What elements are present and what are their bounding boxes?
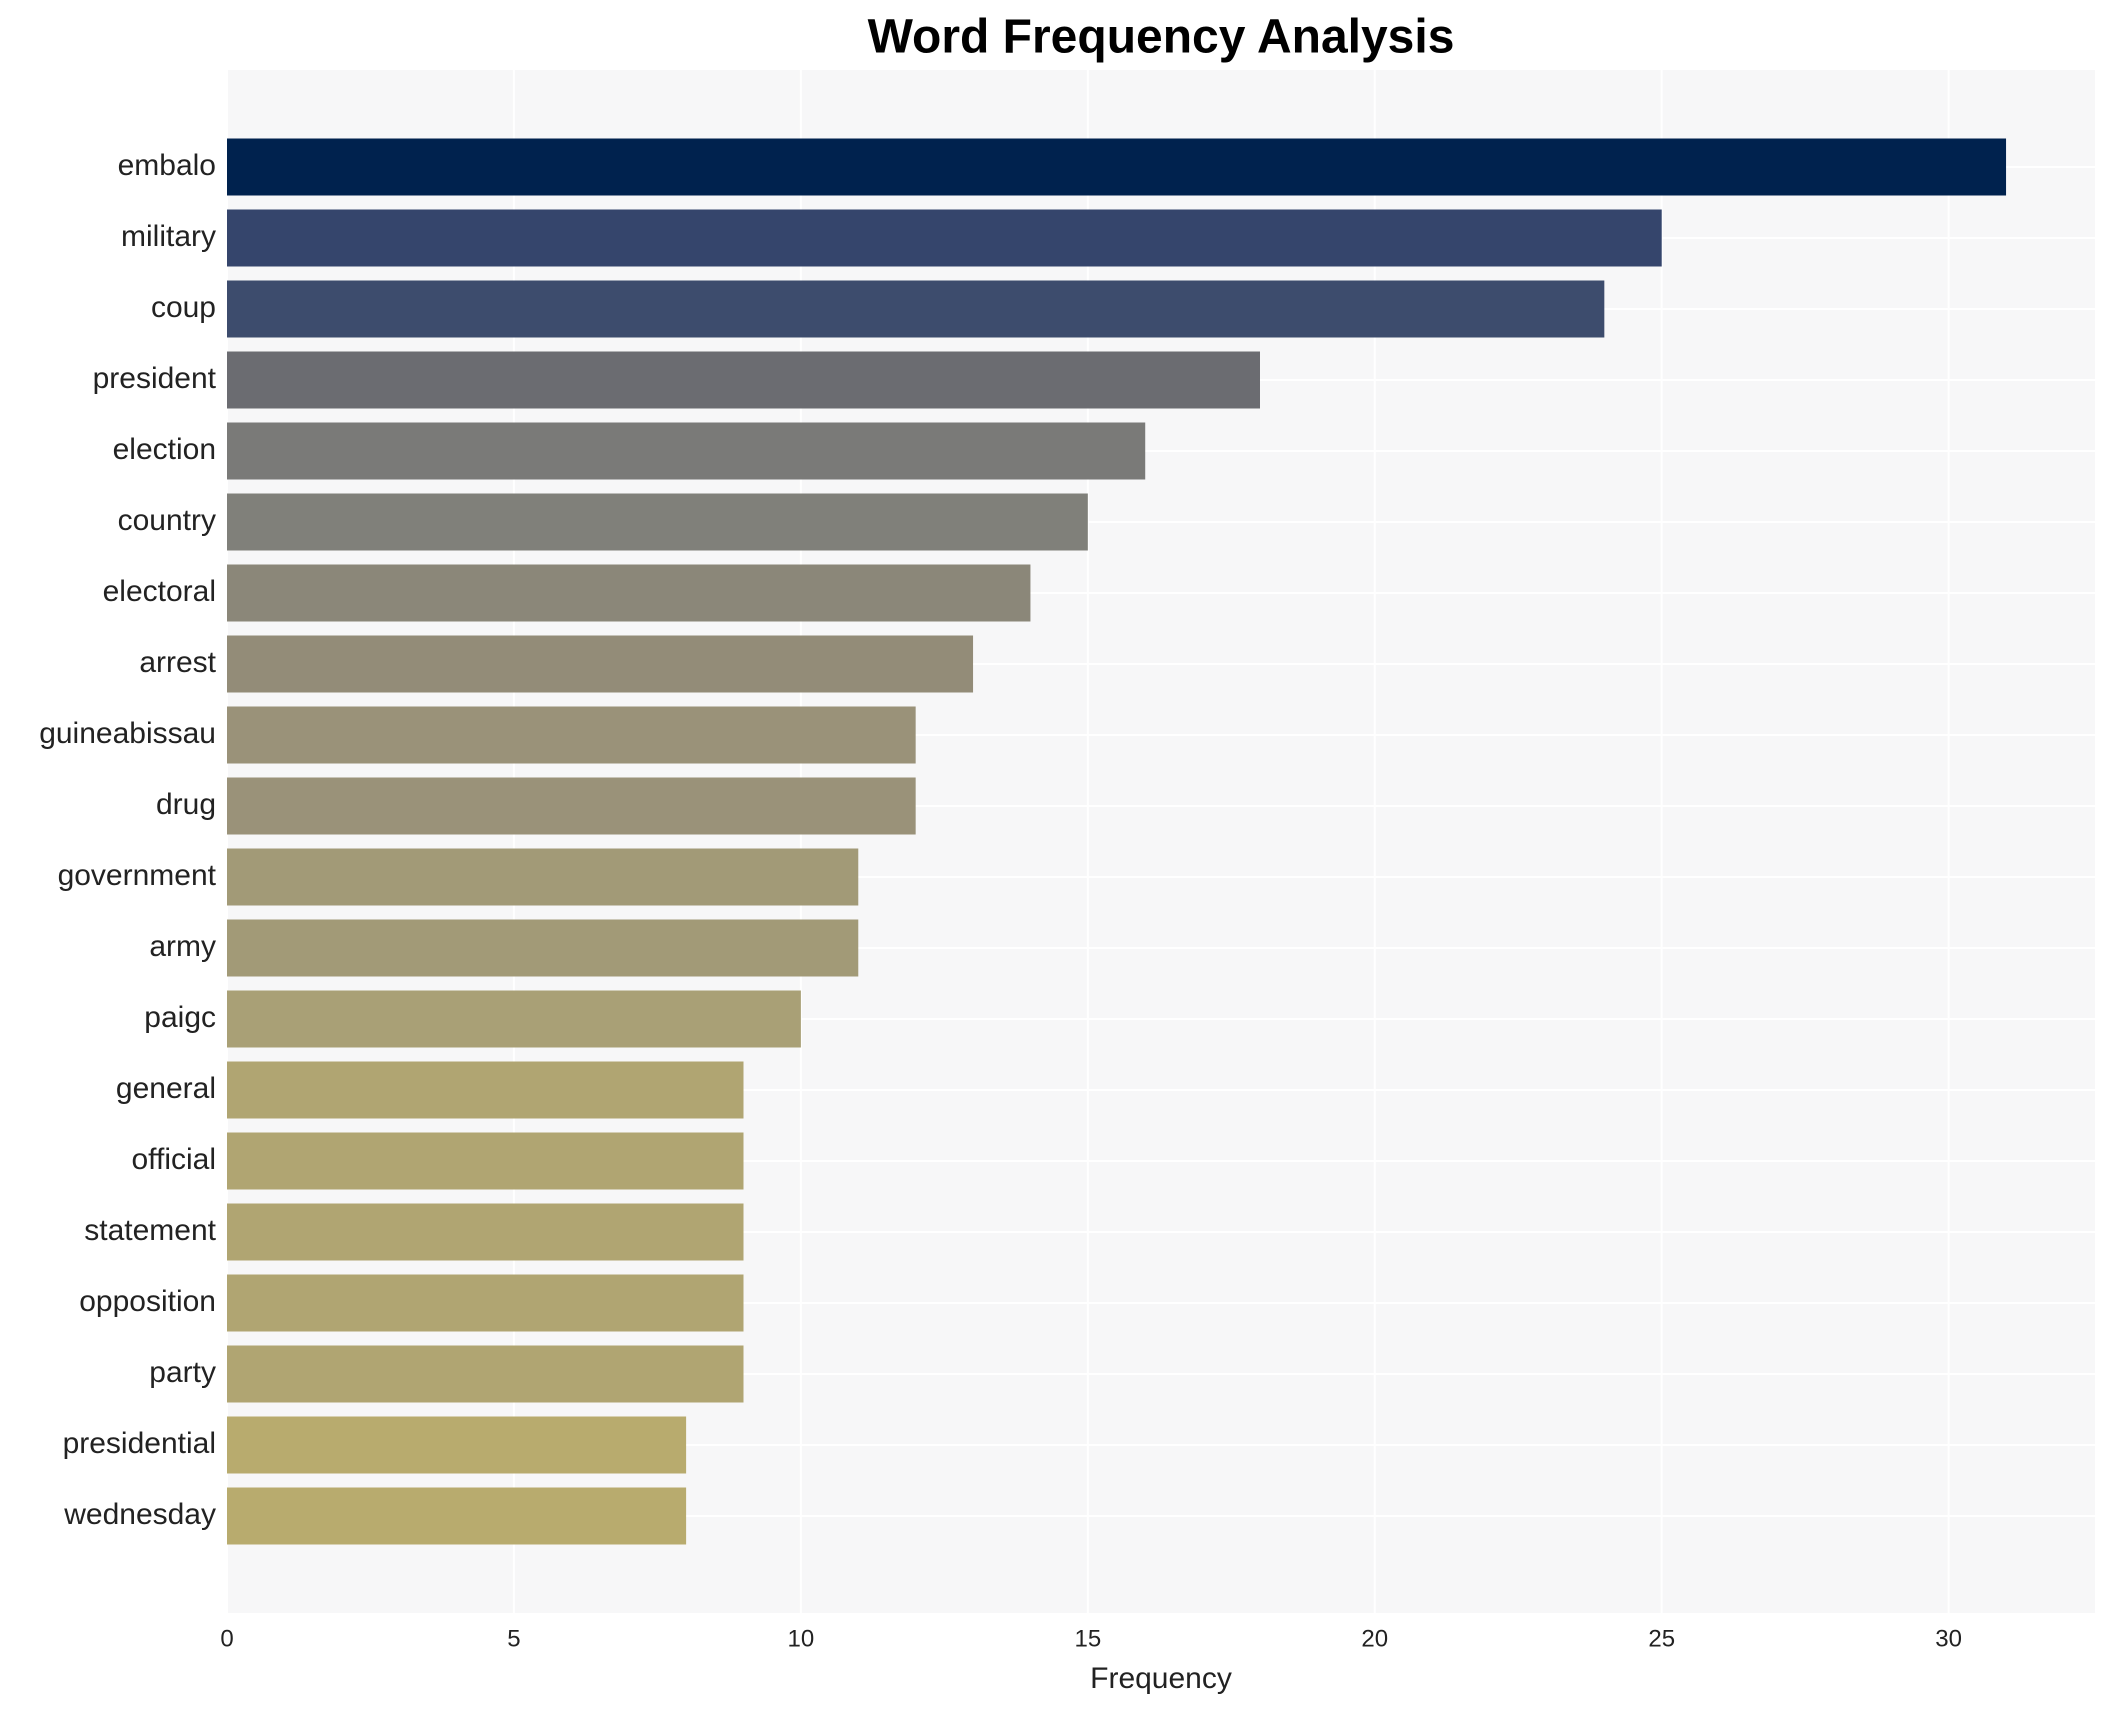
y-tick-label: president <box>93 362 217 395</box>
bar <box>227 1274 744 1332</box>
bar <box>227 1345 744 1403</box>
y-tick-label: election <box>113 433 216 466</box>
y-tick-label: official <box>132 1143 217 1176</box>
y-tick-label: government <box>58 859 217 892</box>
bar <box>227 990 801 1048</box>
y-tick-label: embalo <box>118 149 216 182</box>
bar <box>227 422 1146 480</box>
y-tick-label: military <box>121 220 216 253</box>
y-tick-label: wednesday <box>63 1498 216 1531</box>
y-tick-label: general <box>116 1072 216 1105</box>
y-tick-label: arrest <box>139 646 216 679</box>
bar <box>227 777 916 835</box>
x-tick-label: 20 <box>1361 1625 1388 1652</box>
x-tick-label: 0 <box>220 1625 233 1652</box>
bar <box>227 351 1260 409</box>
bar <box>227 919 859 977</box>
bar <box>227 564 1031 622</box>
x-tick-label: 25 <box>1648 1625 1675 1652</box>
x-tick-label: 10 <box>788 1625 815 1652</box>
x-tick-label: 15 <box>1074 1625 1101 1652</box>
bar <box>227 493 1088 551</box>
bar <box>227 138 2007 196</box>
bar <box>227 848 859 906</box>
bar <box>227 1416 687 1474</box>
y-tick-label: country <box>118 504 216 537</box>
y-tick-label: drug <box>156 788 216 821</box>
bar <box>227 1132 744 1190</box>
x-axis-label: Frequency <box>1090 1662 1232 1695</box>
y-tick-label: presidential <box>63 1427 216 1460</box>
x-tick-label: 30 <box>1935 1625 1962 1652</box>
y-tick-label: coup <box>151 291 216 324</box>
bar <box>227 1061 744 1119</box>
y-tick-label: paigc <box>144 1001 216 1034</box>
chart-title: Word Frequency Analysis <box>868 11 1455 64</box>
y-tick-label: electoral <box>103 575 216 608</box>
bar <box>227 1203 744 1261</box>
bar <box>227 1487 687 1545</box>
bar <box>227 635 974 693</box>
y-tick-label: army <box>149 930 216 963</box>
bar <box>227 280 1605 338</box>
bar <box>227 706 916 764</box>
y-tick-label: statement <box>84 1214 216 1247</box>
bar <box>227 209 1662 267</box>
y-tick-label: opposition <box>79 1285 216 1318</box>
x-tick-label: 5 <box>507 1625 520 1652</box>
y-tick-label: party <box>149 1356 216 1389</box>
y-tick-label: guineabissau <box>39 717 216 750</box>
